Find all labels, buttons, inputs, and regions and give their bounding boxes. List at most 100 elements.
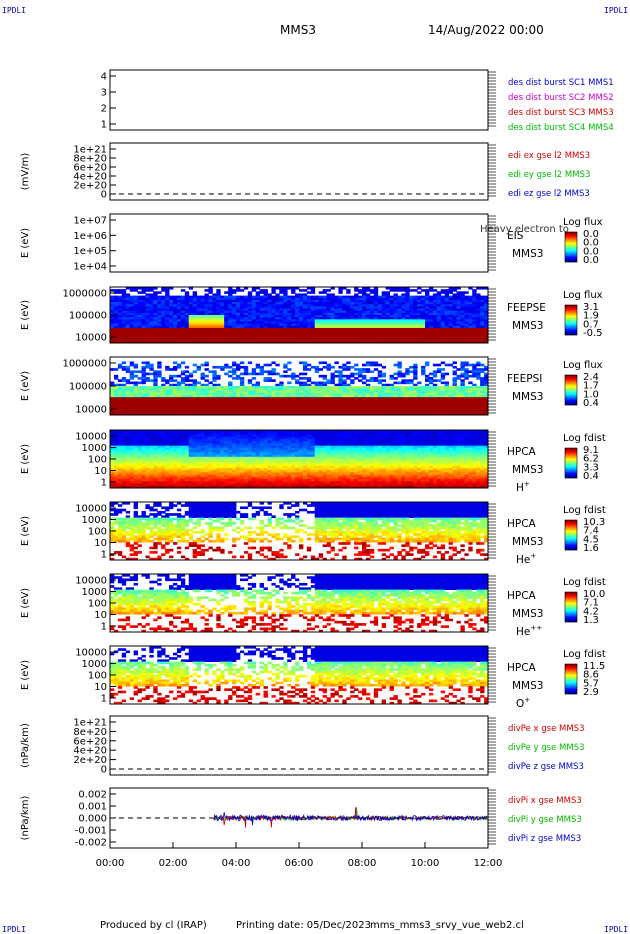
colorbar-tick-label: 4.2 bbox=[583, 606, 599, 617]
y-tick-label: 100 bbox=[88, 455, 107, 466]
colorbar-tick-label: -0.5 bbox=[583, 328, 603, 339]
colorbar-tick-label: 7.1 bbox=[583, 598, 599, 609]
colorbar-tick-label: 10.0 bbox=[583, 589, 605, 600]
colorbar-tick-label: 0.0 bbox=[583, 229, 599, 240]
y-tick-label: 3 bbox=[101, 88, 107, 99]
colorbar-tick-label: 10.3 bbox=[583, 517, 605, 528]
species-label: He++ bbox=[516, 624, 542, 638]
panel-hpca_o bbox=[109, 645, 578, 705]
legend-entry: divPe y gse MMS3 bbox=[508, 743, 585, 753]
date-time: 14/Aug/2022 00:00 bbox=[428, 23, 544, 37]
footer-produced: Produced by cl (IRAP) bbox=[100, 920, 207, 931]
spectrogram-hpca_hepp bbox=[110, 574, 489, 633]
colorbar-title: Log flux bbox=[563, 360, 603, 371]
y-tick-label: 0 bbox=[101, 190, 107, 201]
x-tick-label: 12:00 bbox=[474, 858, 503, 869]
spacecraft-label: MMS3 bbox=[512, 464, 543, 476]
y-tick-label: 1 bbox=[101, 478, 107, 489]
y-tick-label: 10000 bbox=[75, 576, 107, 587]
panel-hpca_hepp bbox=[109, 573, 578, 633]
colorbar-tick-label: 6.2 bbox=[583, 454, 599, 465]
y-tick-label: 1e+05 bbox=[73, 246, 107, 257]
legend-entry: edi ey gse l2 MMS3 bbox=[508, 170, 590, 180]
colorbar-tick-label: 4.5 bbox=[583, 534, 599, 545]
spacecraft-label: MMS3 bbox=[512, 536, 543, 548]
colorbar-hpca_o bbox=[564, 663, 578, 695]
y-tick-label: 4 bbox=[101, 72, 107, 83]
y-tick-label: 6e+20 bbox=[73, 163, 107, 174]
y-tick-label: -0.002 bbox=[75, 838, 107, 849]
colorbar-tick-label: 0.0 bbox=[583, 246, 599, 257]
colorbar-tick-label: 8.6 bbox=[583, 670, 599, 681]
y-axis-label: E (eV) bbox=[20, 300, 31, 330]
y-axis-label: E (eV) bbox=[20, 228, 31, 258]
legend-entry: edi ez gse l2 MMS3 bbox=[508, 189, 590, 199]
y-axis-label: E (eV) bbox=[20, 660, 31, 690]
legend-entry: divPe x gse MMS3 bbox=[508, 724, 585, 734]
y-tick-label: 1000 bbox=[82, 659, 107, 670]
instrument-label: HPCA bbox=[507, 590, 537, 602]
spectrogram-hpca_he bbox=[110, 502, 489, 561]
colorbar-tick-label: 2.4 bbox=[583, 372, 599, 383]
spectrogram-hpca_h bbox=[110, 430, 489, 489]
y-tick-label: 10000 bbox=[75, 405, 107, 416]
colorbar-tick-label: 0.7 bbox=[583, 319, 599, 330]
y-tick-label: 10 bbox=[94, 682, 107, 693]
y-axis-label: (mV/m) bbox=[20, 153, 31, 191]
colorbar-tick-label: 0.4 bbox=[583, 471, 599, 482]
colorbar-hpca_hepp bbox=[564, 591, 578, 623]
panel-hpca_he bbox=[109, 501, 578, 561]
y-tick-label: 10000 bbox=[75, 333, 107, 344]
colorbar-title: Log fdist bbox=[563, 505, 606, 516]
spacecraft-label: MMS3 bbox=[512, 320, 543, 332]
x-tick-label: 10:00 bbox=[411, 858, 440, 869]
colorbar-feeps_i bbox=[564, 374, 578, 406]
y-axis-label: (nPa/km) bbox=[20, 723, 31, 768]
colorbar-tick-label: 7.4 bbox=[583, 526, 599, 537]
y-tick-label: 1e+06 bbox=[73, 231, 107, 242]
colorbar-tick-label: 1.9 bbox=[583, 311, 599, 322]
y-tick-label: 2 bbox=[101, 104, 107, 115]
legend-entry: divPe z gse MMS3 bbox=[508, 762, 584, 772]
x-tick-label: 00:00 bbox=[96, 858, 125, 869]
y-tick-label: 0.000 bbox=[78, 814, 107, 825]
colorbar-tick-label: 1.0 bbox=[583, 389, 599, 400]
y-tick-label: 10000 bbox=[75, 504, 107, 515]
instrument-label: HPCA bbox=[507, 446, 537, 458]
colorbar-title: Log fdist bbox=[563, 577, 606, 588]
x-tick-label: 02:00 bbox=[159, 858, 188, 869]
y-tick-label: 1e+21 bbox=[73, 145, 107, 156]
spacecraft-label: MMS3 bbox=[512, 680, 543, 692]
footer-printing-date: Printing date: 05/Dec/2023 bbox=[236, 920, 372, 931]
panel-feeps_i bbox=[109, 356, 578, 416]
panel-frame-divpe bbox=[109, 715, 489, 776]
y-tick-label: -0.001 bbox=[75, 826, 107, 837]
x-tick-label: 06:00 bbox=[285, 858, 314, 869]
spacecraft-label: MMS3 bbox=[512, 248, 543, 260]
colorbar-hpca_h bbox=[564, 447, 578, 479]
panel-divpe bbox=[109, 715, 496, 776]
y-tick-label: 6e+20 bbox=[73, 736, 107, 747]
colorbar-tick-label: 3.3 bbox=[583, 462, 599, 473]
colorbar-hpca_he bbox=[564, 519, 578, 551]
y-tick-label: 1e+21 bbox=[73, 718, 107, 729]
colorbar-title: Log flux bbox=[563, 217, 603, 228]
y-tick-label: 1000 bbox=[82, 443, 107, 454]
panel-eis bbox=[109, 213, 578, 273]
legend-entry: des dist burst SC1 MMS1 bbox=[508, 78, 614, 88]
instrument-label: HPCA bbox=[507, 662, 537, 674]
y-tick-label: 1000000 bbox=[62, 289, 107, 300]
y-tick-label: 2e+20 bbox=[73, 755, 107, 766]
spectrogram-hpca_o bbox=[110, 646, 489, 705]
colorbar-tick-label: 1.6 bbox=[583, 543, 599, 554]
colorbar-tick-label: 11.5 bbox=[583, 661, 605, 672]
spacecraft-label: MMS3 bbox=[512, 608, 543, 620]
colorbar-title: Log flux bbox=[563, 290, 603, 301]
legend-entry: des dist burst SC3 MMS3 bbox=[508, 108, 614, 118]
y-tick-label: 1 bbox=[101, 694, 107, 705]
legend-entry: edi ex gse l2 MMS3 bbox=[508, 151, 590, 161]
colorbar-tick-label: 0.0 bbox=[583, 255, 599, 266]
colorbar-feeps_e bbox=[564, 304, 578, 336]
y-tick-label: 8e+20 bbox=[73, 154, 107, 165]
